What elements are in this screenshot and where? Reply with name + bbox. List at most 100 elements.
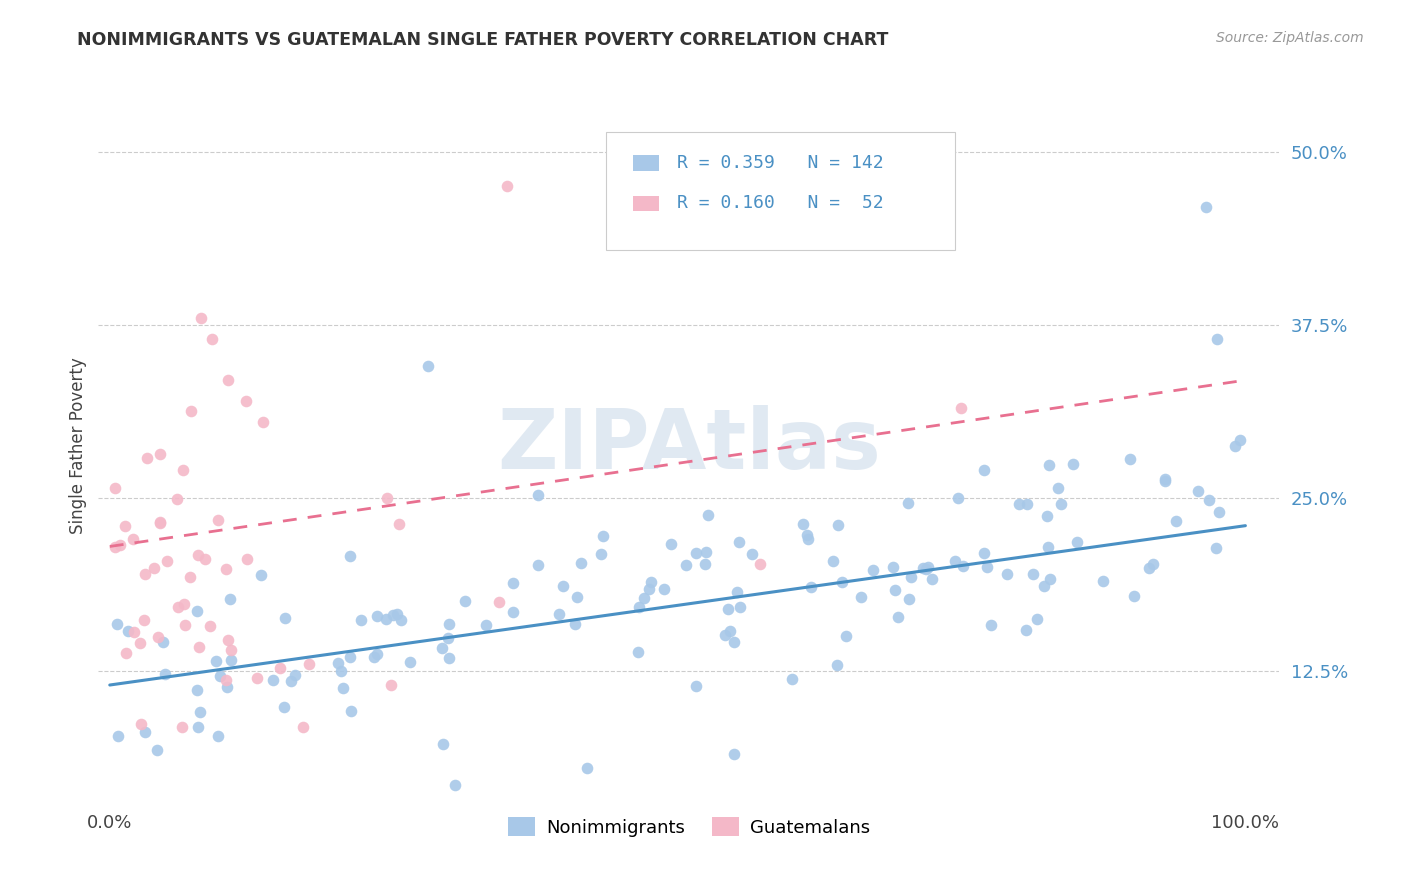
Point — [122, 624, 145, 639]
Point — [475, 617, 498, 632]
Point — [398, 656, 420, 670]
Point — [1198, 492, 1220, 507]
Point — [1206, 332, 1229, 346]
Point — [274, 610, 297, 624]
Point — [187, 719, 209, 733]
Point — [725, 585, 748, 599]
Point — [1046, 481, 1069, 495]
Point — [146, 742, 169, 756]
Point — [547, 607, 569, 621]
Point — [107, 730, 129, 744]
Point — [717, 602, 740, 616]
Point — [831, 575, 853, 590]
Point — [553, 579, 575, 593]
Point — [1008, 497, 1031, 511]
FancyBboxPatch shape — [634, 155, 659, 170]
Point — [780, 672, 803, 686]
Point — [172, 463, 194, 477]
Point — [1205, 541, 1227, 555]
Point — [236, 551, 259, 566]
Point — [633, 591, 655, 605]
Point — [135, 451, 157, 466]
Point — [149, 447, 172, 461]
Point — [527, 487, 550, 501]
Point — [194, 552, 217, 566]
Point — [186, 604, 208, 618]
Point — [849, 590, 872, 604]
Point — [973, 546, 995, 560]
Point — [821, 554, 844, 568]
Point — [262, 673, 284, 687]
Point — [166, 492, 188, 507]
Point — [917, 559, 939, 574]
Point — [675, 558, 697, 572]
Point — [1208, 505, 1230, 519]
Point — [976, 560, 998, 574]
Point — [155, 667, 177, 681]
Point — [1142, 558, 1164, 572]
Point — [1137, 561, 1160, 575]
Point — [714, 628, 737, 642]
Point — [269, 661, 291, 675]
Point — [1036, 509, 1059, 524]
Point — [827, 517, 849, 532]
Point — [685, 679, 707, 693]
Point — [332, 681, 354, 696]
Point — [627, 645, 650, 659]
Point — [114, 646, 136, 660]
Point — [129, 635, 152, 649]
Point — [652, 582, 675, 596]
Point — [339, 704, 361, 718]
Point — [882, 559, 904, 574]
Point — [436, 631, 458, 645]
Point — [173, 597, 195, 611]
Point — [1223, 439, 1246, 453]
Point — [170, 720, 193, 734]
Point — [723, 635, 745, 649]
Point — [973, 463, 995, 477]
Point — [217, 633, 239, 648]
Point — [695, 557, 717, 571]
Point — [215, 673, 238, 687]
Point — [350, 613, 373, 627]
Point — [377, 491, 399, 505]
Point — [1195, 200, 1218, 214]
Point — [502, 605, 524, 619]
Point — [246, 671, 269, 685]
Point — [527, 558, 550, 572]
Point — [792, 517, 814, 532]
Point — [166, 599, 188, 614]
Point — [1066, 534, 1088, 549]
Point — [207, 513, 229, 527]
FancyBboxPatch shape — [634, 195, 659, 211]
Point — [862, 563, 884, 577]
Point — [174, 617, 197, 632]
Point — [640, 574, 662, 589]
Point — [381, 608, 404, 623]
Point — [1166, 514, 1188, 528]
Point — [179, 570, 201, 584]
Point — [1187, 484, 1209, 499]
Point — [219, 653, 242, 667]
Point — [180, 403, 202, 417]
Point — [416, 359, 439, 374]
Point — [148, 630, 170, 644]
Point — [250, 567, 273, 582]
Point — [1015, 623, 1038, 637]
Point — [375, 611, 398, 625]
Point — [569, 556, 592, 570]
Point — [198, 619, 221, 633]
Point — [728, 534, 751, 549]
Point — [825, 658, 848, 673]
Point — [149, 515, 172, 529]
Point — [273, 700, 295, 714]
Point — [950, 401, 973, 415]
Point — [1229, 433, 1251, 447]
Point — [575, 761, 598, 775]
Point — [1123, 589, 1146, 603]
Point — [1022, 567, 1045, 582]
Point — [728, 599, 751, 614]
Point — [718, 624, 741, 638]
Point — [284, 668, 307, 682]
Point — [205, 654, 228, 668]
